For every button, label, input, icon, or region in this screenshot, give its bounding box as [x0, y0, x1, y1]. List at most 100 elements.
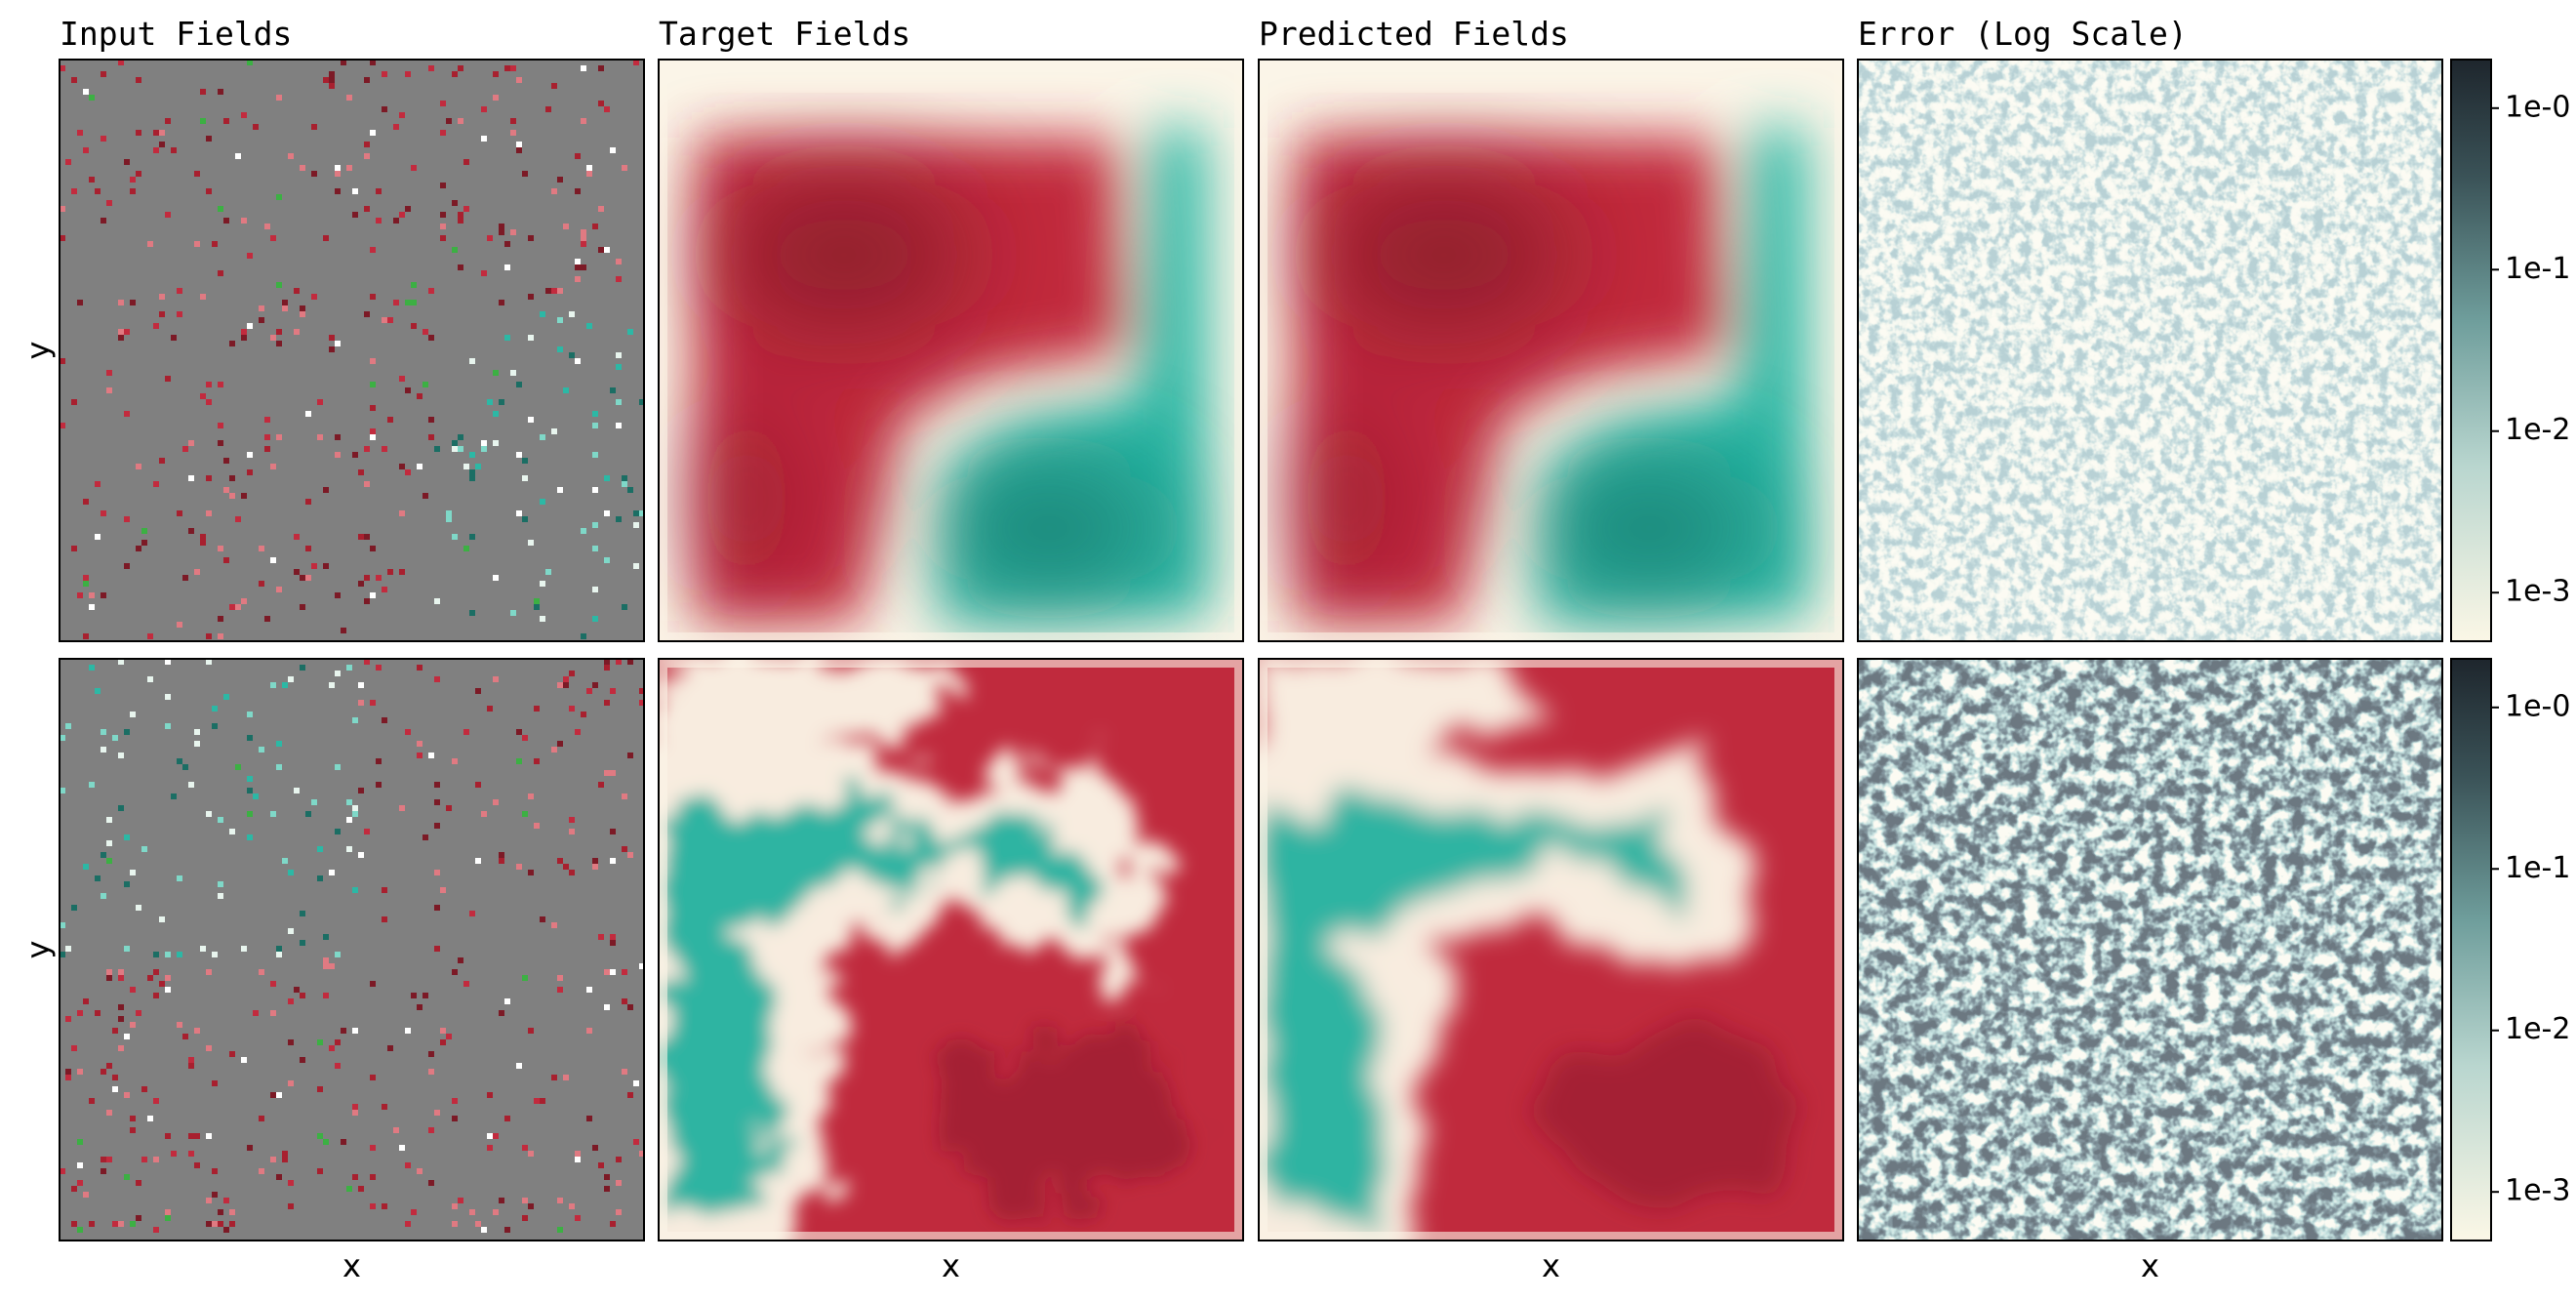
sample-point [493, 676, 499, 682]
sample-point [581, 712, 586, 717]
sample-point [259, 1168, 264, 1174]
sample-point [575, 264, 581, 270]
sample-point [188, 1133, 194, 1139]
sample-point [212, 1221, 218, 1227]
sample-point [434, 1110, 440, 1116]
sample-point [282, 305, 288, 311]
sample-point [229, 1221, 235, 1227]
sample-point [294, 569, 300, 575]
sample-point [405, 469, 411, 475]
sample-point [382, 717, 387, 723]
sample-point [534, 598, 540, 604]
sample-point [335, 952, 341, 957]
sample-point [575, 729, 581, 735]
sample-point [616, 259, 622, 264]
sample-point [581, 229, 586, 235]
sample-point [124, 516, 130, 522]
sample-point [106, 817, 112, 823]
sample-point [65, 946, 71, 952]
sample-point [581, 264, 586, 270]
sample-point [288, 1039, 294, 1045]
sample-point [288, 676, 294, 682]
sample-point [259, 969, 264, 975]
sample-point [270, 811, 276, 817]
sample-point [516, 1063, 522, 1069]
sample-point [428, 753, 434, 758]
sample-point [551, 747, 557, 753]
sample-point [481, 106, 487, 112]
sample-point [586, 165, 592, 171]
sample-point [592, 587, 598, 592]
sample-point [323, 934, 329, 940]
sample-point [77, 592, 83, 598]
sample-point [516, 142, 522, 147]
sample-point [71, 188, 77, 194]
sample-point [440, 130, 446, 136]
sample-point [633, 60, 639, 65]
sample-point [141, 846, 147, 852]
sample-point [270, 981, 276, 987]
sample-point [212, 1192, 218, 1198]
sample-point [557, 987, 563, 993]
colorbar-tick-label: 1e-2 [2505, 1012, 2570, 1046]
sample-point [282, 300, 288, 305]
sample-point [405, 300, 411, 305]
sample-point [241, 329, 247, 335]
sample-point [130, 188, 136, 194]
cream-region [659, 659, 951, 766]
sample-point [159, 294, 165, 300]
sample-point [364, 829, 370, 834]
sample-point [223, 1227, 229, 1233]
sample-point [188, 1151, 194, 1157]
sample-point [633, 510, 639, 516]
sample-point [101, 218, 106, 224]
field-image [1858, 60, 2442, 641]
sample-point [592, 487, 598, 493]
sample-point [206, 188, 212, 194]
sample-point [165, 975, 171, 981]
sample-point [71, 546, 77, 551]
sample-point [60, 206, 65, 212]
sample-point [311, 294, 317, 300]
sample-point [288, 1203, 294, 1209]
sample-point [575, 358, 581, 364]
colorbar-tick-label: 1e-3 [2505, 575, 2570, 609]
sample-point [159, 981, 165, 987]
sample-point [411, 300, 417, 305]
sample-point [317, 434, 323, 440]
sample-point [259, 1116, 264, 1121]
sample-point [358, 581, 364, 587]
sample-point [446, 1034, 452, 1039]
sample-point [106, 387, 112, 393]
field-panel [59, 59, 645, 642]
sample-point [610, 147, 616, 153]
sample-point [118, 975, 124, 981]
sample-point [95, 481, 101, 487]
sample-point [487, 235, 493, 241]
sample-point [165, 723, 171, 729]
masked-background [60, 659, 644, 1241]
field-image [1259, 60, 1843, 641]
sample-point [323, 77, 329, 83]
sample-point [264, 434, 270, 440]
sample-point [440, 101, 446, 106]
sample-point [270, 335, 276, 341]
sample-point [106, 969, 112, 975]
sample-point [288, 153, 294, 159]
sample-point [557, 682, 563, 688]
sample-point [335, 341, 341, 346]
sample-point [124, 729, 130, 735]
sample-point [206, 382, 212, 387]
sample-point [229, 493, 235, 499]
sample-point [493, 1209, 499, 1215]
sample-point [194, 241, 200, 247]
sample-point [586, 1028, 592, 1034]
x-axis-label: x [342, 1247, 361, 1284]
sample-point [622, 165, 627, 171]
sample-point [481, 270, 487, 276]
sample-point [300, 665, 305, 671]
sample-point [235, 153, 241, 159]
sample-point [253, 793, 259, 799]
sample-point [241, 1057, 247, 1063]
sample-point [627, 1092, 633, 1098]
